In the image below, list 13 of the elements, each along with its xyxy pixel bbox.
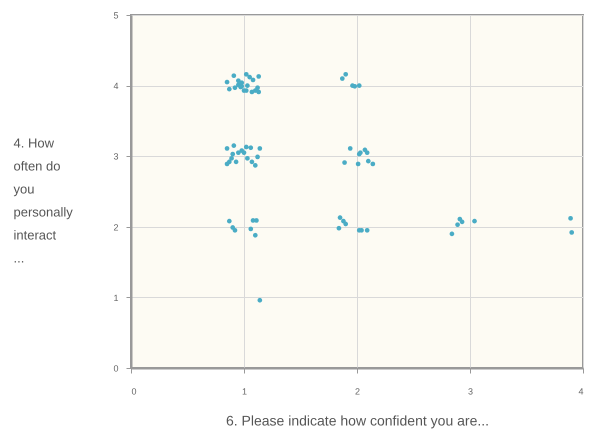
y-tick-label: 0 [113, 364, 118, 374]
y-axis-title: 4. How often do you personally interact ... [14, 136, 74, 266]
x-tick-label: 3 [468, 386, 474, 396]
x-tick-label: 1 [242, 386, 248, 396]
y-tick-label: 2 [113, 222, 118, 232]
x-tick-label: 4 [578, 386, 584, 396]
x-tick-label: 2 [354, 386, 360, 396]
y-tick-label: 4 [113, 81, 118, 92]
x-tick-label: 0 [132, 386, 137, 396]
y-tick-label: 1 [113, 292, 118, 303]
x-axis-title: 6. Please indicate how confident you are... [226, 412, 490, 428]
y-tick-label: 3 [113, 152, 118, 162]
y-tick-label: 5 [113, 10, 118, 20]
